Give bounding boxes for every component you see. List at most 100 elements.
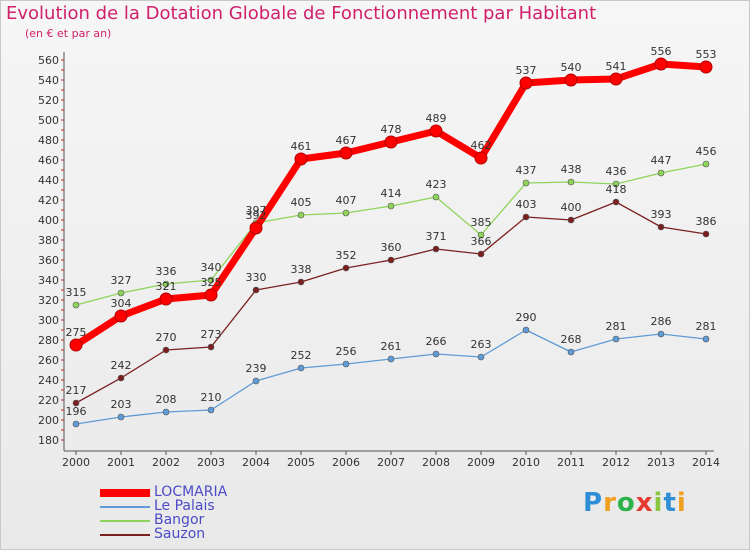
data-label: 270 bbox=[156, 331, 177, 344]
x-tick-label: 2014 bbox=[692, 456, 720, 469]
data-label: 315 bbox=[66, 286, 87, 299]
data-label: 281 bbox=[606, 320, 627, 333]
x-tick-label: 2009 bbox=[467, 456, 495, 469]
data-point bbox=[612, 198, 620, 206]
data-label: 208 bbox=[156, 393, 177, 406]
data-point bbox=[342, 360, 350, 368]
data-point bbox=[204, 288, 218, 302]
data-label: 478 bbox=[381, 123, 402, 136]
data-label: 290 bbox=[516, 311, 537, 324]
data-label: 210 bbox=[201, 391, 222, 404]
data-point bbox=[342, 209, 350, 217]
y-tick-label: 240 bbox=[38, 374, 59, 387]
data-label: 286 bbox=[651, 315, 672, 328]
x-tick-label: 2003 bbox=[197, 456, 225, 469]
y-tick-label: 340 bbox=[38, 274, 59, 287]
data-label: 407 bbox=[336, 194, 357, 207]
y-tick-label: 360 bbox=[38, 254, 59, 267]
data-point bbox=[72, 301, 80, 309]
data-label: 462 bbox=[471, 139, 492, 152]
data-point bbox=[702, 160, 710, 168]
data-point bbox=[297, 364, 305, 372]
data-point bbox=[387, 355, 395, 363]
data-point bbox=[612, 180, 620, 188]
x-tick-label: 2001 bbox=[107, 456, 135, 469]
data-label: 437 bbox=[516, 164, 537, 177]
data-point bbox=[477, 231, 485, 239]
data-point bbox=[387, 202, 395, 210]
x-tick-label: 2005 bbox=[287, 456, 315, 469]
data-point bbox=[117, 374, 125, 382]
x-tick-label: 2011 bbox=[557, 456, 585, 469]
data-point bbox=[567, 178, 575, 186]
data-point bbox=[207, 276, 215, 284]
data-point bbox=[657, 330, 665, 338]
y-tick-label: 400 bbox=[38, 214, 59, 227]
y-tick-label: 540 bbox=[38, 74, 59, 87]
data-label: 325 bbox=[201, 276, 222, 289]
data-point bbox=[699, 60, 713, 74]
data-point bbox=[159, 292, 173, 306]
x-tick-label: 2004 bbox=[242, 456, 270, 469]
data-label: 461 bbox=[291, 140, 312, 153]
data-label: 266 bbox=[426, 335, 447, 348]
data-point bbox=[477, 250, 485, 258]
y-tick-label: 200 bbox=[38, 414, 59, 427]
data-point bbox=[519, 76, 533, 90]
y-tick-label: 500 bbox=[38, 114, 59, 127]
data-label: 352 bbox=[336, 249, 357, 262]
data-point bbox=[702, 335, 710, 343]
y-tick-label: 220 bbox=[38, 394, 59, 407]
data-label: 553 bbox=[696, 48, 717, 61]
data-point bbox=[297, 278, 305, 286]
data-point bbox=[207, 343, 215, 351]
data-label: 393 bbox=[651, 208, 672, 221]
data-point bbox=[117, 413, 125, 421]
data-label: 366 bbox=[471, 235, 492, 248]
legend-swatch-le-palais bbox=[100, 506, 150, 508]
data-label: 456 bbox=[696, 145, 717, 158]
data-label: 275 bbox=[66, 326, 87, 339]
data-label: 405 bbox=[291, 196, 312, 209]
data-point bbox=[69, 338, 83, 352]
data-point bbox=[339, 146, 353, 160]
legend-item-le-palais: Le Palais bbox=[100, 498, 300, 514]
data-point bbox=[477, 353, 485, 361]
data-label: 467 bbox=[336, 134, 357, 147]
data-point bbox=[252, 286, 260, 294]
legend-label: Le Palais bbox=[154, 498, 215, 514]
x-tick-label: 2006 bbox=[332, 456, 360, 469]
data-point bbox=[702, 230, 710, 238]
data-label: 438 bbox=[561, 163, 582, 176]
data-point bbox=[657, 223, 665, 231]
data-point bbox=[249, 221, 263, 235]
y-tick-label: 260 bbox=[38, 354, 59, 367]
x-tick-label: 2002 bbox=[152, 456, 180, 469]
y-tick-label: 280 bbox=[38, 334, 59, 347]
data-label: 321 bbox=[156, 280, 177, 293]
data-point bbox=[432, 350, 440, 358]
data-point bbox=[387, 256, 395, 264]
data-label: 330 bbox=[246, 271, 267, 284]
legend-swatch-locmaria bbox=[100, 489, 150, 497]
data-label: 217 bbox=[66, 384, 87, 397]
data-label: 338 bbox=[291, 263, 312, 276]
x-tick-label: 2008 bbox=[422, 456, 450, 469]
data-label: 423 bbox=[426, 178, 447, 191]
data-point bbox=[609, 72, 623, 86]
data-point bbox=[117, 289, 125, 297]
data-point bbox=[432, 245, 440, 253]
data-label: 392 bbox=[246, 209, 267, 222]
data-label: 203 bbox=[111, 398, 132, 411]
data-label: 256 bbox=[336, 345, 357, 358]
legend-label: Bangor bbox=[154, 512, 205, 528]
legend-swatch-bangor bbox=[100, 520, 150, 522]
data-label: 273 bbox=[201, 328, 222, 341]
data-label: 541 bbox=[606, 60, 627, 73]
x-tick-label: 2012 bbox=[602, 456, 630, 469]
data-label: 196 bbox=[66, 405, 87, 418]
y-tick-label: 300 bbox=[38, 314, 59, 327]
legend: LOCMARIA Le Palais Bangor Sauzon bbox=[100, 484, 300, 542]
